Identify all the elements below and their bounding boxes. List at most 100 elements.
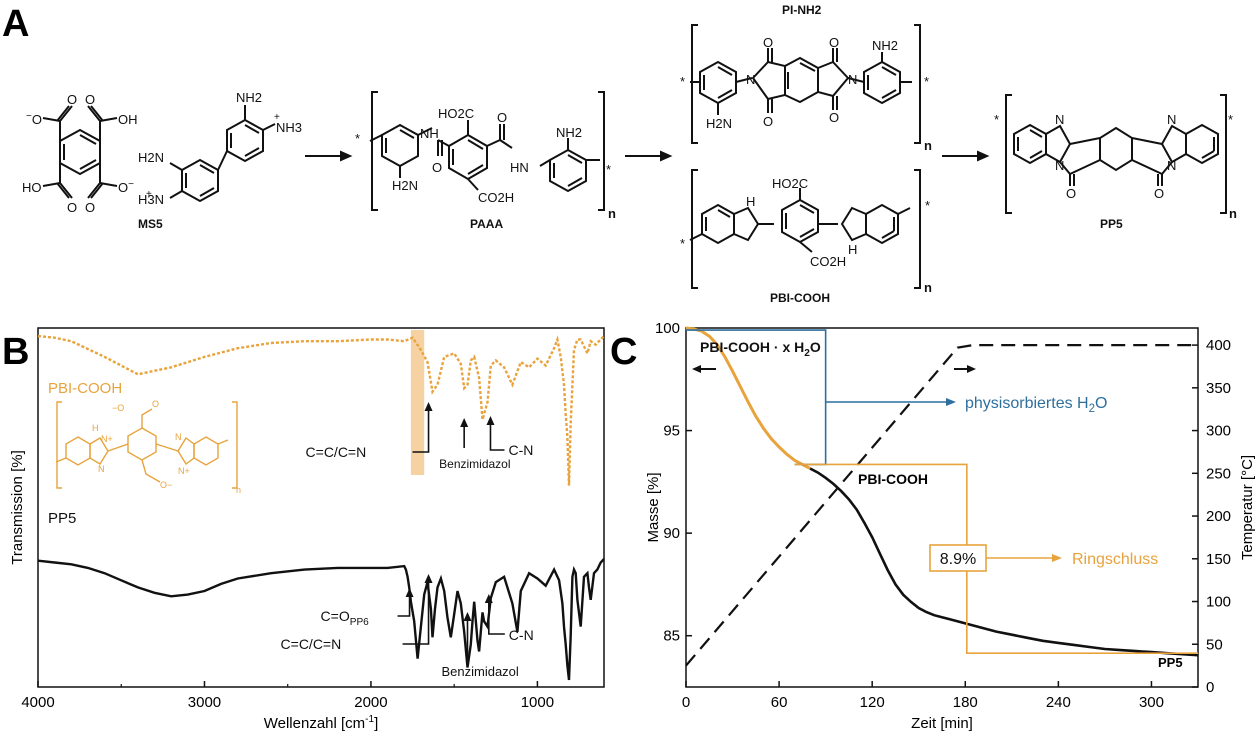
inset-n-subscript: n — [236, 485, 241, 495]
tga-x-tick-label: 0 — [682, 694, 690, 711]
paaa-co2h: CO2H — [478, 190, 514, 205]
annot-ccn-pp5-text: C=C/C=N — [281, 636, 342, 652]
tga-x-tick-label: 240 — [1046, 694, 1071, 711]
ms5-label: MS5 — [138, 217, 163, 231]
tga-x-axis-label: Zeit [min] — [911, 715, 973, 732]
panel-label-b: B — [2, 331, 29, 373]
paaa-star-left: * — [355, 131, 360, 146]
ring-label: Ringschluss — [1072, 551, 1158, 568]
ms5-o-bottom-left: O — [67, 200, 77, 215]
paaa-ho2c: HO2C — [438, 106, 474, 121]
x-tick-label: 1000 — [521, 694, 554, 711]
ms5-nh3-plus: NH3+ — [274, 112, 302, 135]
inset-bonds — [55, 408, 229, 483]
inset-ring-2 — [127, 427, 157, 461]
panel-label-a: A — [2, 3, 29, 45]
pi-o-br: O — [829, 110, 839, 125]
tga-y-tick-label: 95 — [663, 423, 680, 440]
inset-o-label: O — [152, 399, 159, 409]
pp5-star-left: * — [994, 112, 999, 127]
loss-box — [929, 544, 987, 572]
plot-frame — [37, 327, 605, 688]
tga-y-tick-label: 100 — [655, 320, 680, 337]
ms5-h2n: H2N — [138, 150, 164, 165]
pi-n-left: N — [746, 72, 755, 87]
x-axis-label: Wellenzahl [cm-1] — [264, 714, 379, 732]
tga-y2-tick-label: 50 — [1206, 636, 1223, 653]
tga-y2-tick-label: 100 — [1206, 594, 1231, 611]
inset-ring-3 — [193, 436, 219, 466]
ir-spectrum-panel: 4000 3000 2000 1000 Wellenzahl [cm-1] Transmi… — [9, 327, 605, 732]
pbi-cooh-inset-structure — [55, 401, 238, 489]
pi-nh2: NH2 — [872, 38, 898, 53]
x-tick-label: 4000 — [21, 694, 54, 711]
paaa-nh-left: NH — [420, 126, 439, 141]
label-end: PP5 — [1158, 655, 1183, 670]
inset-ring-1 — [65, 436, 91, 466]
y-axis-label: Transmission [%] — [9, 450, 26, 564]
paaa-hn-right: HN — [510, 160, 529, 175]
inset-imidazole-1 — [89, 437, 109, 465]
pbi-cooh-structure — [689, 169, 921, 289]
pi-o-tl: O — [763, 35, 773, 50]
inset-o-minus-label-2: O− — [160, 480, 172, 490]
ms5-o-bottom-right: O — [85, 200, 95, 215]
tga-x-tick-label: 60 — [771, 694, 788, 711]
pi-nh2-structure — [690, 24, 921, 144]
paaa-n-subscript: n — [608, 206, 616, 221]
annot-benz-pp5-head — [463, 612, 472, 621]
ms5-o-top-left: O — [67, 92, 77, 107]
ms5-oh-right: OH — [118, 112, 138, 127]
pp5-star-right: * — [1228, 112, 1233, 127]
ms5-h3n-plus: H3N+ — [138, 189, 164, 207]
annot-cn-pbi-text: C-N — [508, 442, 533, 458]
annot-benz-pbi-head — [460, 418, 469, 427]
ms5-acid-structure — [42, 105, 118, 199]
pp5-o-right: O — [1154, 186, 1164, 201]
ring-arrow-head — [1052, 554, 1062, 562]
pp5-n-left-bottom: N — [1055, 158, 1064, 173]
annot-ccn-pbi-head — [424, 402, 433, 411]
tga-panel: 0 60 120 180 240 300 85 90 95 100 0 50 100 150 200 250 3… — [645, 320, 1256, 732]
annot-ccn-pbi-text: C=C/C=N — [306, 444, 367, 460]
panel-label-c: C — [610, 331, 637, 373]
pp5-n-right-bottom: N — [1167, 158, 1176, 173]
label-start: PBI-COOH · x H2O — [700, 339, 821, 359]
pi-o-bl: O — [763, 114, 773, 129]
loss-value: 8.9% — [940, 551, 976, 568]
annot-benz-pbi-text: Benzimidazol — [439, 457, 510, 471]
tga-x-tick-label: 180 — [953, 694, 978, 711]
tga-y2-tick-label: 350 — [1206, 380, 1231, 397]
tga-y2-axis-label: Temperatur [°C] — [1239, 455, 1256, 560]
annotation-lines — [397, 402, 505, 660]
pi-star-left: * — [680, 74, 685, 89]
pbi-n-subscript: n — [924, 280, 932, 295]
tga-y2-tick-label: 0 — [1206, 679, 1214, 696]
ms5-ho-left: HO — [22, 180, 42, 195]
annot-cn-pp5-text: C-N — [509, 627, 534, 643]
annot-co-pp5-elbow — [397, 610, 411, 617]
label-mid: PBI-COOH — [858, 471, 928, 487]
tga-y2-tick-label: 300 — [1206, 423, 1231, 440]
pbi-star-left: * — [680, 236, 685, 251]
annot-benz-pp5-text: Benzimidazol — [441, 664, 518, 679]
pp5-structure — [1005, 94, 1227, 214]
annot-cn-pp5-head — [484, 594, 493, 603]
annot-cn-pbi-head — [486, 416, 495, 425]
inset-nh-right-label: N — [175, 432, 182, 442]
x-tick-label: 3000 — [188, 694, 221, 711]
tga-x-tick-label: 120 — [860, 694, 885, 711]
ms5-amine-structure — [169, 105, 276, 203]
series-line-temperatur — [685, 344, 1198, 667]
paaa-h2n: H2N — [392, 178, 418, 193]
tga-plot-frame — [685, 327, 1199, 688]
tga-y2-tick-label: 150 — [1206, 551, 1231, 568]
arrow-2-head — [660, 150, 673, 162]
pbi-ho2c: HO2C — [772, 176, 808, 191]
arrow-1-head — [340, 150, 353, 162]
inset-brackets — [56, 401, 238, 489]
pi-o-tr: O — [829, 35, 839, 50]
paaa-star-right: * — [606, 162, 611, 177]
x-tick-label: 2000 — [354, 694, 387, 711]
